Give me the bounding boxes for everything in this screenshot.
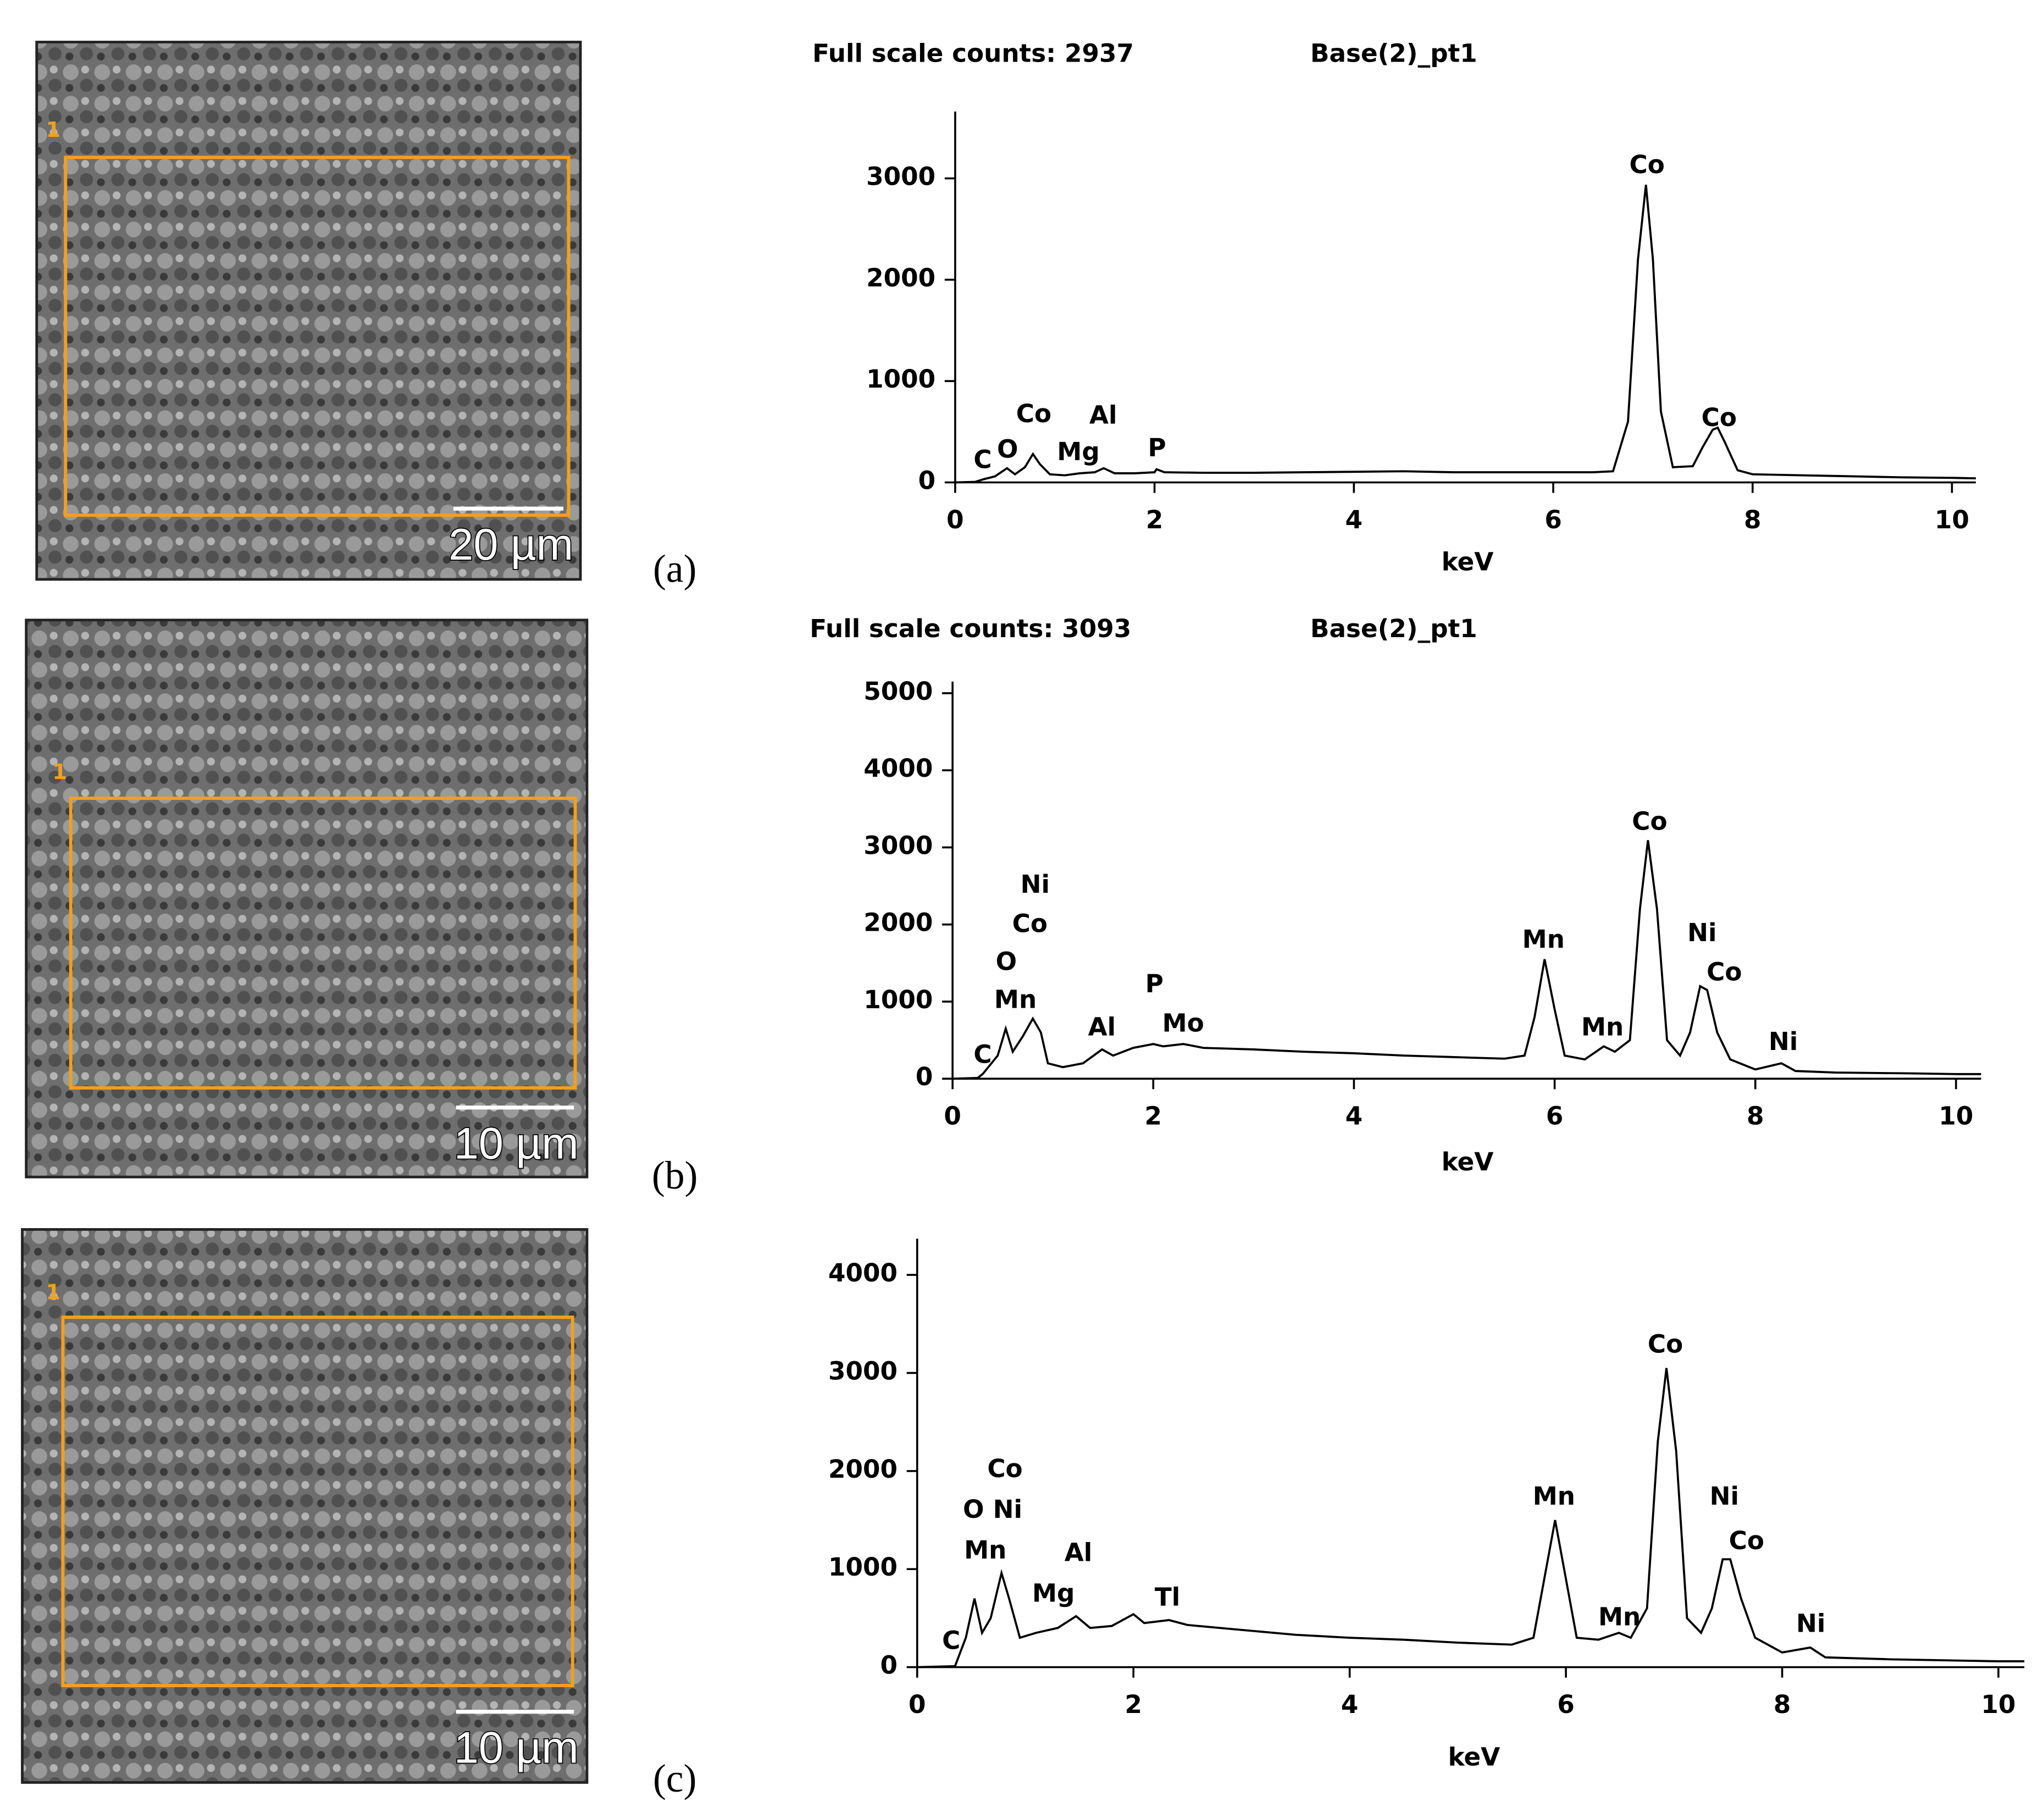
peak-label: Co bbox=[987, 1454, 1022, 1483]
sem-image bbox=[21, 1228, 589, 1784]
peak-label: Co bbox=[1012, 909, 1048, 938]
x-tick-label: 4 bbox=[1345, 505, 1363, 534]
chart-title: Full scale counts: 2937 bbox=[812, 38, 1134, 68]
peak-label: Ni bbox=[1021, 870, 1050, 899]
y-tick-label: 4000 bbox=[828, 1258, 898, 1287]
region-label: 1 bbox=[46, 1280, 60, 1305]
y-tick-label: 2000 bbox=[863, 908, 933, 937]
y-tick-label: 1000 bbox=[828, 1552, 898, 1582]
x-tick-label: 8 bbox=[1747, 1102, 1764, 1131]
region-label: 1 bbox=[52, 760, 67, 784]
panel-label: (a) bbox=[653, 547, 696, 590]
x-tick-label: 4 bbox=[1345, 1102, 1363, 1131]
selection-box bbox=[61, 1316, 574, 1687]
chart-subtitle: Base(2)_pt1 bbox=[1310, 38, 1477, 68]
peak-label: Mg bbox=[1057, 437, 1099, 466]
peak-label: Mn bbox=[1522, 925, 1565, 954]
scale-bar-label: 10 µm bbox=[454, 1723, 579, 1773]
sem-image bbox=[25, 618, 589, 1179]
peak-label: Co bbox=[1016, 399, 1051, 428]
x-axis-label: keV bbox=[1442, 547, 1494, 576]
peak-label: P bbox=[1145, 969, 1164, 998]
peak-label: Mo bbox=[1162, 1008, 1204, 1037]
y-tick-label: 3000 bbox=[866, 162, 935, 191]
x-tick-label: 8 bbox=[1774, 1690, 1791, 1719]
peak-label: Mn bbox=[1598, 1602, 1641, 1631]
peak-label: Co bbox=[1648, 1330, 1683, 1359]
x-tick-label: 10 bbox=[1938, 1102, 1973, 1131]
x-tick-label: 6 bbox=[1557, 1690, 1575, 1719]
x-tick-label: 0 bbox=[944, 1102, 961, 1131]
x-tick-label: 8 bbox=[1744, 505, 1762, 534]
y-tick-label: 1000 bbox=[866, 364, 935, 394]
peak-label: Ni bbox=[1796, 1609, 1825, 1638]
x-axis-label: keV bbox=[1442, 1147, 1494, 1176]
peak-label: C bbox=[942, 1626, 960, 1655]
peak-label: Co bbox=[1729, 1526, 1764, 1555]
peak-label: Mn bbox=[994, 985, 1037, 1014]
y-tick-label: 0 bbox=[918, 466, 936, 495]
y-tick-label: 4000 bbox=[863, 754, 933, 783]
peak-label: Ni bbox=[1710, 1482, 1739, 1511]
scale-bar-label: 20 µm bbox=[448, 520, 573, 570]
peak-label: P bbox=[1148, 433, 1166, 462]
spectrum-line bbox=[952, 840, 1981, 1080]
peak-label: Al bbox=[1065, 1538, 1093, 1567]
y-tick-label: 3000 bbox=[828, 1356, 898, 1385]
peak-label: Co bbox=[1707, 958, 1742, 987]
region-label: 1 bbox=[46, 118, 60, 142]
y-tick-label: 5000 bbox=[863, 677, 933, 706]
y-tick-label: 2000 bbox=[828, 1455, 898, 1484]
y-tick-label: 3000 bbox=[863, 831, 933, 860]
chart-title: Full scale counts: 3093 bbox=[810, 614, 1131, 643]
peak-label: C bbox=[973, 1040, 991, 1069]
x-tick-label: 4 bbox=[1341, 1690, 1359, 1719]
peak-label: Co bbox=[1702, 403, 1737, 432]
scale-bar-label: 10 µm bbox=[454, 1119, 579, 1169]
peak-label: Mn bbox=[1581, 1013, 1624, 1042]
peak-label: Tl bbox=[1155, 1583, 1180, 1612]
chart-subtitle: Base(2)_pt1 bbox=[1310, 614, 1477, 643]
x-tick-label: 10 bbox=[1935, 505, 1969, 534]
x-tick-label: 10 bbox=[1981, 1690, 2016, 1719]
peak-label: Co bbox=[1632, 806, 1667, 836]
peak-label: O bbox=[996, 947, 1017, 976]
peak-label: Mn bbox=[964, 1535, 1006, 1565]
x-tick-label: 2 bbox=[1125, 1690, 1142, 1719]
selection-box bbox=[69, 797, 577, 1090]
sem-image bbox=[35, 41, 582, 581]
y-tick-label: 1000 bbox=[863, 985, 933, 1014]
peak-label: O bbox=[997, 434, 1018, 463]
panel-label: (b) bbox=[652, 1154, 697, 1197]
peak-label: Mg bbox=[1032, 1579, 1074, 1608]
x-tick-label: 0 bbox=[909, 1690, 926, 1719]
peak-label: C bbox=[973, 445, 991, 474]
spectrum-line bbox=[955, 184, 1976, 484]
peak-label: O bbox=[963, 1495, 984, 1524]
y-tick-label: 2000 bbox=[866, 263, 935, 292]
peak-label: Ni bbox=[1769, 1027, 1798, 1056]
peak-label: Ni bbox=[993, 1495, 1022, 1524]
peak-label: Co bbox=[1629, 150, 1664, 179]
x-axis-label: keV bbox=[1448, 1743, 1500, 1772]
x-tick-label: 2 bbox=[1146, 505, 1164, 534]
spectrum-line bbox=[917, 1368, 2025, 1668]
peak-label: Al bbox=[1088, 1013, 1116, 1042]
peak-label: Mn bbox=[1533, 1482, 1575, 1511]
panel-label: (c) bbox=[653, 1757, 696, 1800]
x-tick-label: 2 bbox=[1145, 1102, 1162, 1131]
peak-label: Al bbox=[1089, 400, 1117, 429]
x-tick-label: 6 bbox=[1544, 505, 1562, 534]
peak-label: Ni bbox=[1687, 918, 1716, 947]
x-tick-label: 6 bbox=[1546, 1102, 1564, 1131]
y-tick-label: 0 bbox=[880, 1651, 898, 1680]
x-tick-label: 0 bbox=[946, 505, 964, 534]
y-tick-label: 0 bbox=[916, 1062, 933, 1091]
selection-box bbox=[64, 156, 570, 517]
